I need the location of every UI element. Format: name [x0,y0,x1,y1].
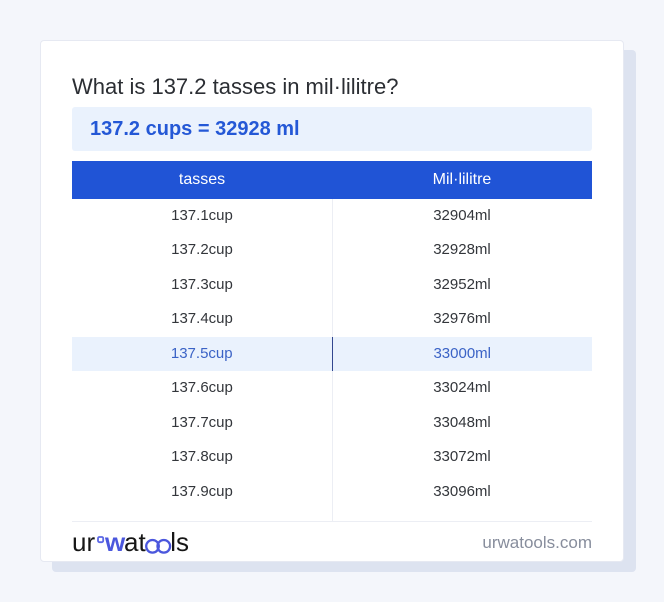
svg-text:a: a [124,528,139,557]
svg-text:u: u [72,528,86,557]
svg-text:w: w [104,528,126,557]
svg-text:r: r [87,528,96,557]
svg-text:t: t [139,528,147,557]
svg-text:s: s [176,528,189,557]
